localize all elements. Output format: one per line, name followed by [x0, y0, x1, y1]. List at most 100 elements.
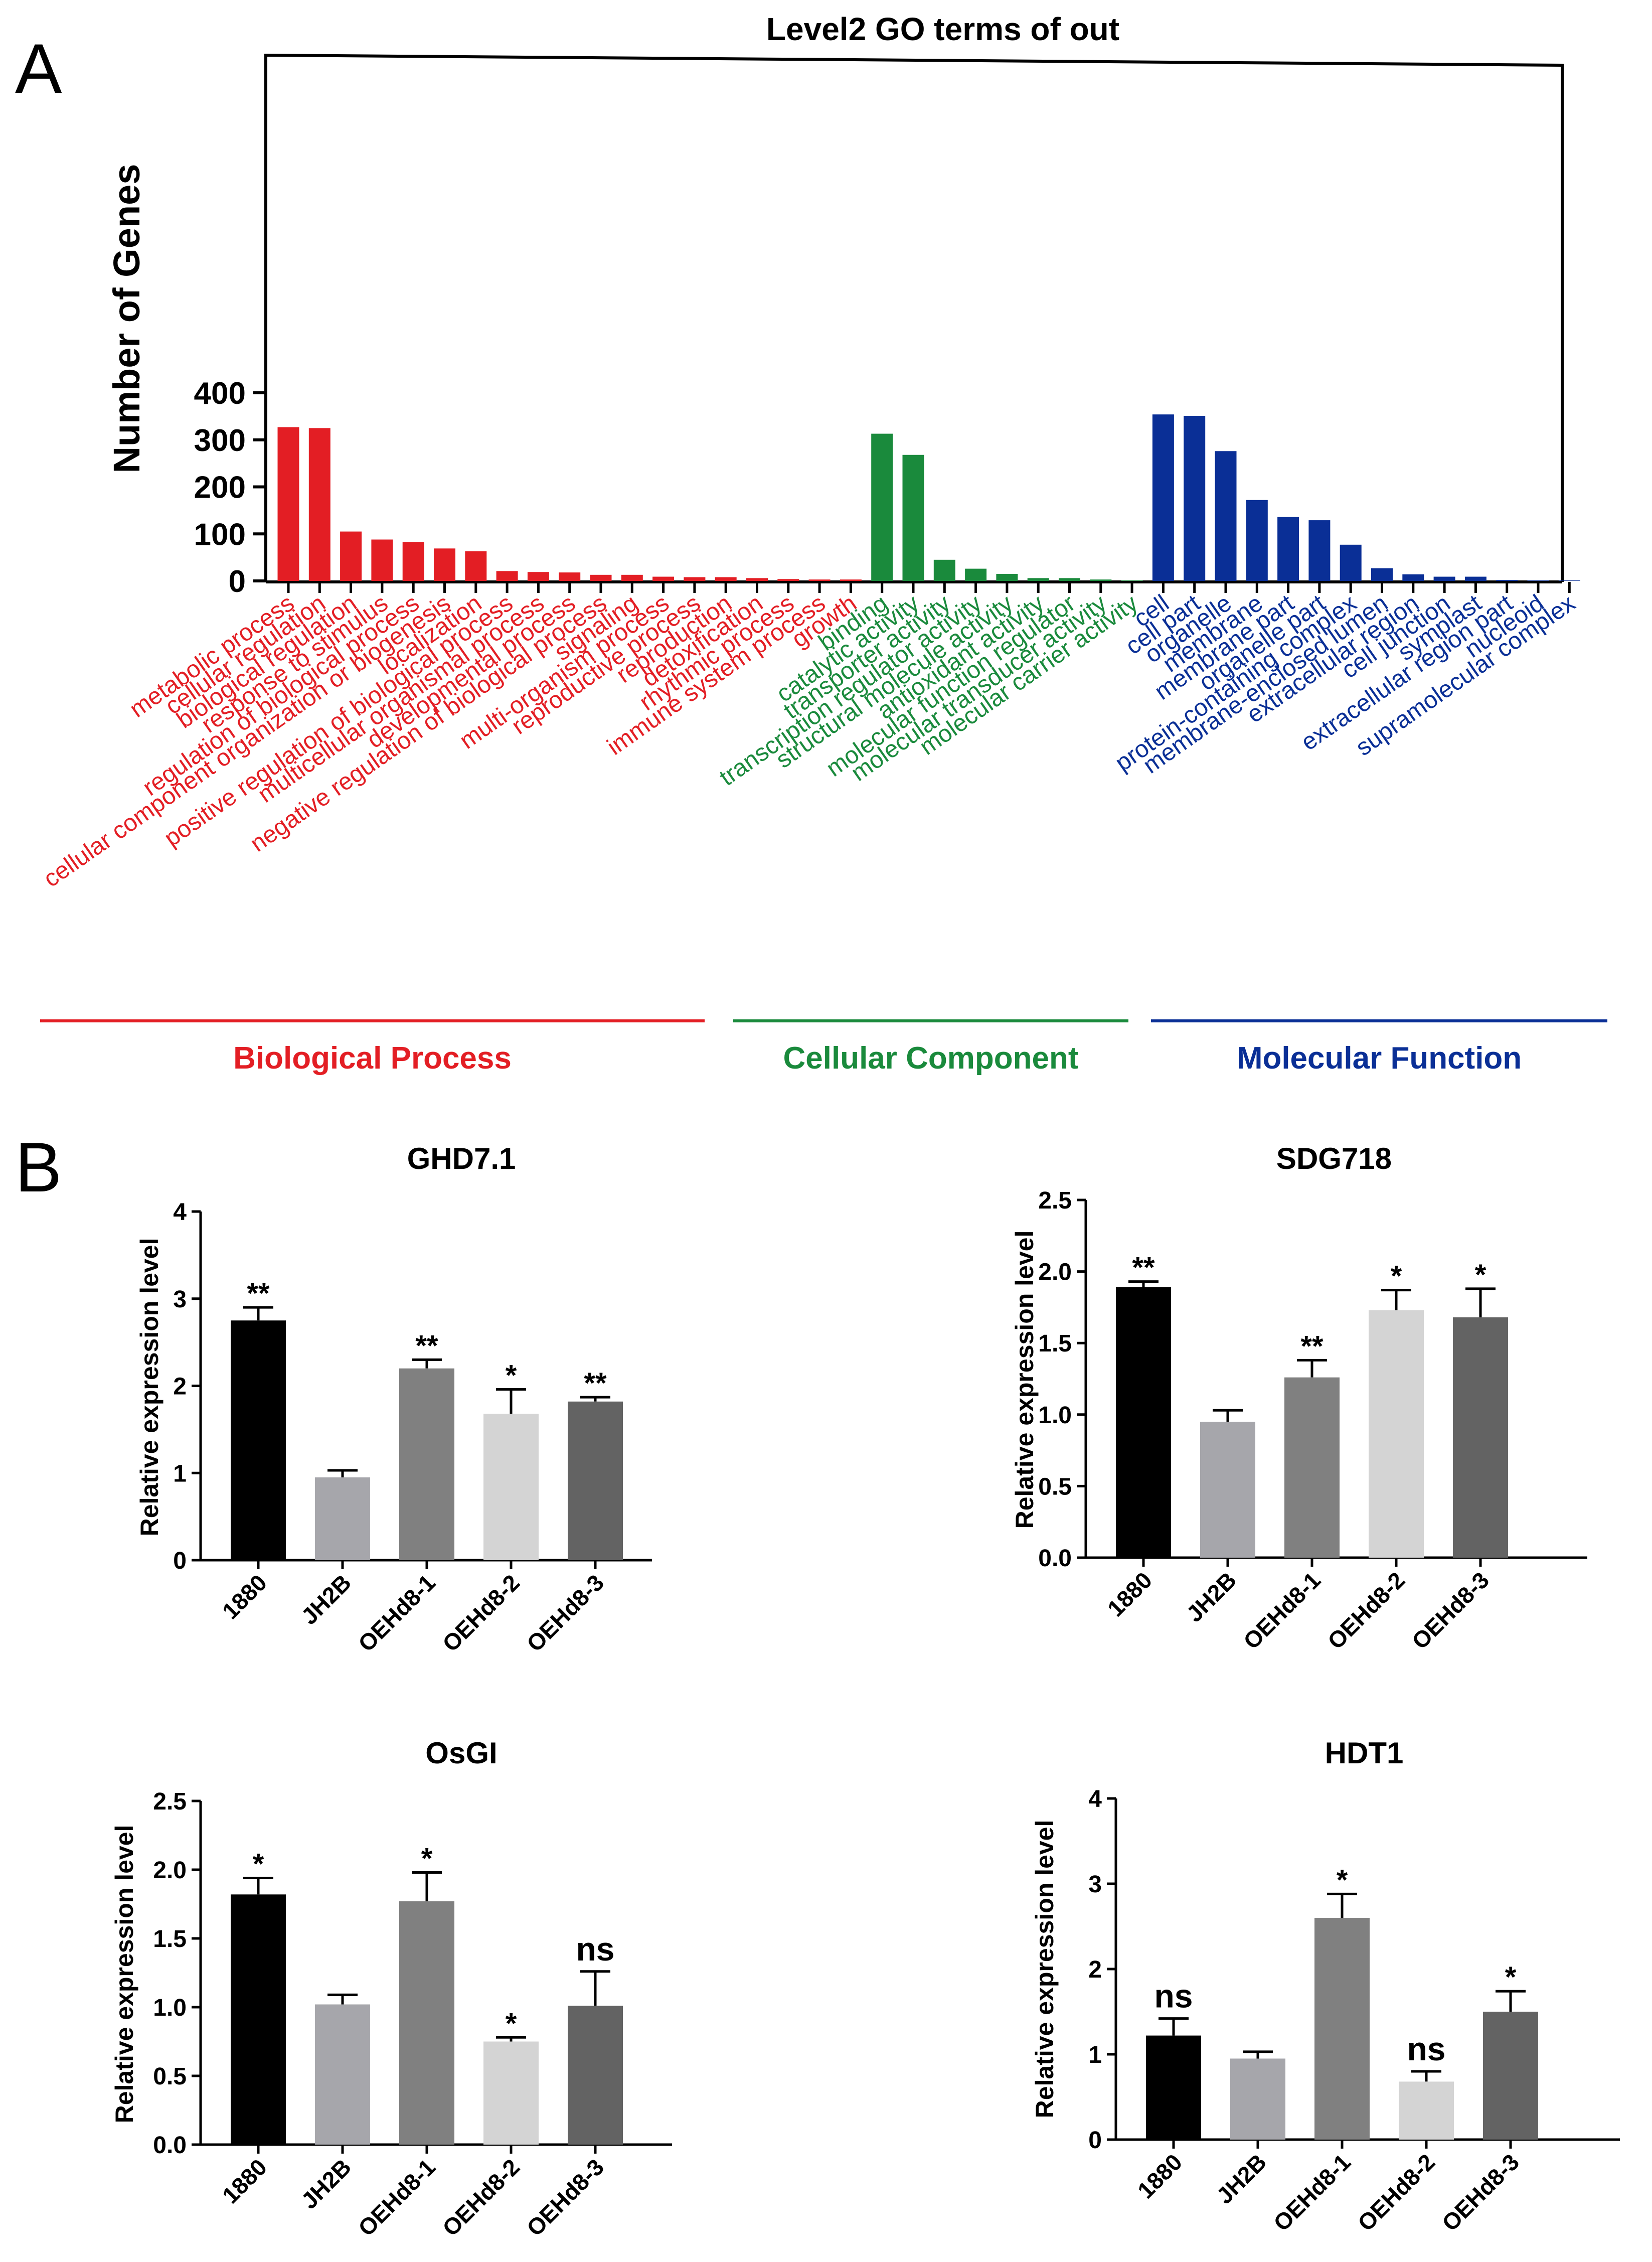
bar	[1340, 544, 1362, 581]
y-tick-label: 0.0	[1038, 1545, 1072, 1572]
bar	[1152, 414, 1174, 581]
y-axis-label: Number of Genes	[106, 164, 147, 474]
y-tick-label: 2.0	[1038, 1259, 1072, 1286]
bar	[483, 2041, 539, 2145]
bar	[840, 579, 862, 581]
y-tick-label: 0.0	[153, 2132, 187, 2159]
bar	[808, 579, 831, 581]
x-tick-label: OEHd8-2	[437, 1569, 525, 1656]
expression-chart-4: HDT1 0 1 2 3 4 Relative expression level ns 1880…	[1031, 1736, 1620, 2236]
bar	[1200, 1422, 1255, 1558]
bar	[1314, 1918, 1370, 2140]
significance-label: **	[1300, 1330, 1324, 1363]
bar	[1146, 2035, 1201, 2140]
bar	[621, 574, 643, 581]
bar	[715, 577, 737, 581]
x-tick-label: 1880	[217, 2154, 272, 2208]
x-tick-label: 1880	[217, 1569, 272, 1624]
plot-frame	[264, 53, 1564, 582]
x-tick-label: OEHd8-3	[522, 1569, 609, 1656]
bar	[652, 576, 675, 581]
x-tick-label: 1880	[1102, 1567, 1157, 1621]
bar	[568, 1401, 623, 1560]
significance-label: *	[506, 1359, 517, 1392]
bar	[1230, 2058, 1285, 2140]
chart-title: OsGI	[425, 1736, 497, 1770]
expression-chart-3: OsGI 0.0 0.5 1.0 1.5 2.0 2.5 Relative expressio…	[110, 1736, 672, 2241]
y-tick-label: 400	[194, 376, 246, 411]
bar	[483, 1414, 539, 1560]
y-axis-label: Relative expression level	[1031, 1820, 1059, 2119]
significance-label: *	[1391, 1260, 1402, 1293]
y-tick-label: 0	[1088, 2127, 1102, 2154]
bar	[402, 542, 424, 581]
x-tick-label: OEHd8-1	[1268, 2149, 1356, 2236]
y-tick-label: 1	[173, 1460, 187, 1487]
expression-chart-2: SDG718 0.0 0.5 1.0 1.5 2.0 2.5 Relative express…	[1011, 1142, 1587, 1654]
significance-label: *	[506, 2007, 517, 2040]
significance-label: *	[1475, 1259, 1486, 1291]
y-axis-label: Relative expression level	[135, 1238, 163, 1537]
x-tick-label: OEHd8-1	[353, 1569, 440, 1656]
bar	[1399, 2081, 1454, 2140]
bar	[1121, 580, 1143, 581]
y-tick-label: 2.5	[153, 1788, 187, 1815]
bar	[308, 428, 331, 581]
y-tick-label: 2	[173, 1374, 187, 1400]
y-tick-label: 0	[173, 1548, 187, 1574]
x-tick-label: OEHd8-2	[1353, 2149, 1440, 2236]
y-tick-label: 1.0	[153, 1995, 187, 2021]
chart-title: Level2 GO terms of out	[766, 11, 1119, 47]
bar	[965, 568, 987, 581]
x-tick-label: OEHd8-2	[1323, 1567, 1410, 1654]
bar	[496, 571, 518, 581]
bar	[590, 574, 612, 581]
group-label: Molecular Function	[1237, 1041, 1522, 1076]
y-tick-label: 1.5	[153, 1926, 187, 1952]
group-label: Biological Process	[233, 1041, 512, 1076]
x-tick-label: JH2B	[1211, 2149, 1271, 2209]
y-tick-label: 0.5	[1038, 1473, 1072, 1500]
go-terms-chart: Level2 GO terms of out 0 100 200 300 400 Numbe…	[39, 11, 1607, 1076]
significance-label: **	[247, 1277, 270, 1310]
bar	[1184, 415, 1206, 581]
significance-label: **	[1132, 1252, 1155, 1284]
bar	[371, 539, 393, 581]
bar	[559, 572, 581, 581]
bar	[684, 577, 706, 581]
panel-label-b: B	[15, 1128, 62, 1207]
bar	[399, 1901, 454, 2145]
y-tick-label: 3	[173, 1286, 187, 1313]
bar	[231, 1320, 286, 1560]
bar	[277, 427, 299, 581]
bar	[1308, 520, 1331, 581]
bar	[996, 573, 1018, 581]
bar	[746, 578, 768, 581]
x-tick-label: OEHd8-2	[437, 2154, 525, 2241]
significance-label: ns	[576, 1930, 614, 1968]
y-tick-label: 2.5	[1038, 1187, 1072, 1214]
x-tick-label: JH2B	[1181, 1567, 1241, 1627]
bar	[1496, 580, 1518, 581]
bar	[340, 531, 362, 581]
bar	[1027, 578, 1049, 581]
significance-label: *	[1337, 1864, 1348, 1896]
expression-chart-1: GHD7.1 0 1 2 3 4 Relative expression level ** 18…	[135, 1142, 652, 1656]
bar	[1558, 580, 1580, 581]
x-tick-label: 1880	[1132, 2149, 1187, 2203]
bar	[315, 1477, 370, 1560]
bar	[527, 572, 549, 581]
bar	[1402, 574, 1424, 581]
bar	[434, 548, 455, 581]
x-tick-label: JH2B	[296, 2154, 356, 2214]
chart-title: GHD7.1	[407, 1142, 516, 1175]
bar	[1527, 580, 1549, 581]
bar	[465, 551, 487, 581]
x-tick-label: OEHd8-3	[1437, 2149, 1524, 2236]
significance-label: *	[1505, 1961, 1517, 1994]
y-tick-label: 1.5	[1038, 1330, 1072, 1357]
bar	[1284, 1377, 1340, 1558]
bar	[1433, 576, 1455, 581]
